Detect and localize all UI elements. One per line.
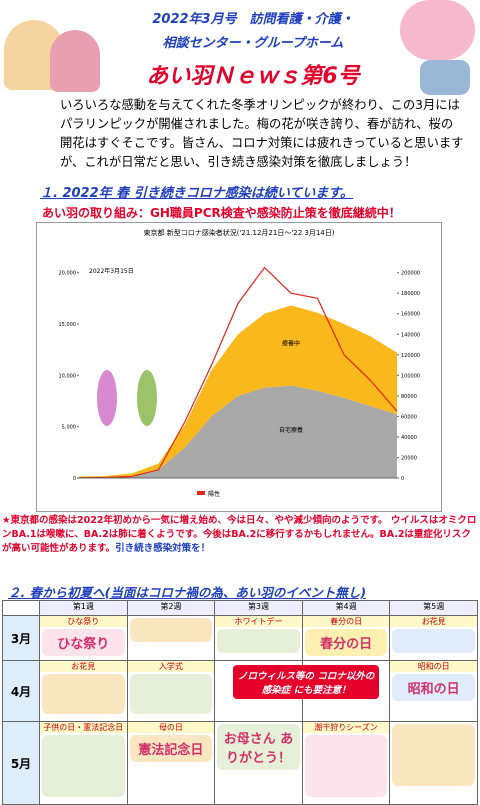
event-label: 子供の日・憲法記念日 bbox=[40, 722, 127, 733]
table-header-row: 第1週 第2週 第3週 第4週 第5週 bbox=[2, 600, 478, 616]
note-text: ★東京都の感染は2022年初めから一気に増え始め、今は日々、やや減少傾向のようで… bbox=[2, 515, 388, 526]
event-cell: 母の日 憲法記念日 bbox=[126, 721, 216, 805]
event-cell: 入学式 bbox=[126, 660, 216, 722]
sakura-illustration bbox=[400, 0, 475, 60]
table-row: 4月 お花見 入学式 ノロウィルス等の コロナ以外の感染症 にも要注意！ 昭和の日 昭和の… bbox=[2, 660, 478, 722]
header-line: 相談センター・グループホーム bbox=[162, 36, 344, 51]
event-art: 憲法記念日 bbox=[129, 735, 213, 762]
event-label: お花見 bbox=[390, 616, 477, 627]
corner-cell bbox=[2, 600, 40, 616]
y2-tick-label: 60000 bbox=[401, 414, 417, 420]
chart-title: 東京都 新型コロナ感染者状況('21.12月21日～'22 3月14日) bbox=[144, 228, 335, 237]
event-cell: お花見 bbox=[389, 615, 478, 661]
event-cell: 昭和の日 昭和の日 bbox=[389, 660, 478, 722]
line bbox=[78, 266, 398, 479]
event-cell: ひな祭り ひな祭り bbox=[39, 615, 128, 661]
y2-tick-label: 20000 bbox=[401, 455, 417, 461]
y-tick-label: 10,000 bbox=[59, 373, 77, 379]
week-header: 第5週 bbox=[389, 600, 478, 616]
notice-box: ノロウィルス等の コロナ以外の感染症 にも要注意！ bbox=[233, 665, 380, 699]
y-tick-label: 5,000 bbox=[62, 425, 76, 431]
area-label: 療養中 bbox=[282, 340, 300, 348]
y2-tick-label: 40000 bbox=[401, 435, 417, 441]
y2-tick-label: 180000 bbox=[401, 291, 420, 297]
event-cell: 潮干狩りシーズン bbox=[301, 721, 391, 805]
event-label: 母の日 bbox=[127, 722, 215, 733]
event-label: 昭和の日 bbox=[390, 661, 477, 672]
area bbox=[79, 305, 397, 478]
chart-annotation: 2022年3月15日 bbox=[89, 267, 134, 275]
month-cell: 3月 bbox=[2, 615, 40, 661]
y2-tick-label: 160000 bbox=[401, 312, 420, 318]
event-illustration bbox=[42, 674, 125, 714]
section-heading: １. 2022年 春 引き続きコロナ感染は続いています。 bbox=[40, 186, 354, 201]
header-line: 2022年3月号 訪問看護・介護・ bbox=[152, 12, 354, 27]
week-header: 第4週 bbox=[301, 600, 391, 616]
newsletter-title: あい羽Ｎｅｗｓ第6号 bbox=[146, 64, 360, 89]
month-cell: 4月 bbox=[2, 660, 40, 722]
week-header: 第2週 bbox=[126, 600, 216, 616]
event-art: 昭和の日 bbox=[392, 674, 475, 701]
week-header: 第1週 bbox=[39, 600, 128, 616]
event-label: お花見 bbox=[40, 661, 127, 672]
note: ★東京都の感染は2022年初めから一気に増え始め、今は日々、やや減少傾向のようで… bbox=[2, 514, 478, 556]
chart: 東京都 新型コロナ感染者状況('21.12月21日～'22 3月14日) 202… bbox=[36, 222, 442, 512]
y-tick-label: 15,000 bbox=[59, 322, 77, 328]
event-cell: 子供の日・憲法記念日 bbox=[39, 721, 128, 805]
event-art: お母さん ありがとう！ bbox=[217, 724, 300, 770]
note-text: 引き続き感染対策を！ bbox=[115, 543, 211, 554]
y-tick-label: 20,000 bbox=[59, 271, 77, 277]
event-cell bbox=[389, 721, 478, 805]
person-illustration bbox=[137, 370, 157, 426]
y2-tick-label: 100000 bbox=[401, 373, 420, 379]
event-art: 春分の日 bbox=[304, 629, 388, 656]
event-cell: ノロウィルス等の コロナ以外の感染症 にも要注意！ bbox=[214, 660, 380, 722]
y2-tick-label: 80000 bbox=[401, 394, 417, 400]
event-illustration bbox=[42, 735, 125, 797]
area-label: 自宅療養 bbox=[279, 426, 303, 434]
event-illustration bbox=[129, 674, 213, 714]
legend-label: 陽性 bbox=[208, 490, 220, 498]
table-row: 3月 ひな祭り ひな祭り ホワイトデー 春分の日 春分の日 お花見 bbox=[2, 615, 478, 661]
legend-swatch bbox=[197, 491, 205, 495]
event-illustration bbox=[129, 618, 213, 642]
event-cell bbox=[126, 615, 216, 661]
intro-text: いろいろな感動を与えてくれた冬季オリンピックが終わり、この3月にはパラリンピック… bbox=[60, 98, 464, 169]
y2-tick-label: 0 bbox=[401, 476, 404, 482]
event-illustration bbox=[304, 735, 388, 797]
event-cell: ホワイトデー bbox=[214, 615, 303, 661]
doll-illustration bbox=[50, 30, 100, 92]
event-label: 入学式 bbox=[127, 661, 215, 672]
people-illustration bbox=[420, 60, 470, 95]
event-cell: お花見 bbox=[39, 660, 128, 722]
y2-tick-label: 120000 bbox=[401, 353, 420, 359]
event-label: 潮干狩りシーズン bbox=[302, 722, 390, 733]
event-art: ひな祭り bbox=[42, 629, 125, 656]
event-illustration bbox=[392, 724, 475, 786]
event-cell: 春分の日 春分の日 bbox=[301, 615, 391, 661]
note-text: ウイルスはオミクロンBA.1は喉嗽に、BA.2は肺に着くようです。今後はBA.2… bbox=[2, 515, 477, 554]
event-label: 春分の日 bbox=[302, 616, 390, 627]
y2-tick-label: 200000 bbox=[401, 271, 420, 277]
y2-tick-label: 140000 bbox=[401, 332, 420, 338]
event-illustration bbox=[392, 629, 475, 653]
area bbox=[79, 385, 397, 478]
section-subheading: あい羽の取り組み：GH職員PCR検査や感染防止策を徹底継続中！ bbox=[42, 206, 401, 220]
table-row: 5月 子供の日・憲法記念日 母の日憲法記念日 お母さん ありがとう！ 潮干狩りシーズン bbox=[2, 721, 478, 805]
event-label: ひな祭り bbox=[40, 616, 127, 627]
y-tick-label: 0 bbox=[73, 476, 76, 482]
event-cell: お母さん ありがとう！ bbox=[214, 721, 303, 805]
event-table: 第1週 第2週 第3週 第4週 第5週 3月 ひな祭り ひな祭り ホワイトデー 春分の日 春分の日お… bbox=[2, 600, 478, 805]
month-cell: 5月 bbox=[2, 721, 40, 805]
person-illustration bbox=[97, 370, 117, 426]
event-label: ホワイトデー bbox=[215, 616, 302, 627]
section-heading: ２. 春から初夏へ(当面はコロナ禍の為、あい羽のイベント無し) bbox=[8, 585, 367, 600]
event-illustration bbox=[217, 629, 300, 653]
week-header: 第3週 bbox=[214, 600, 303, 616]
